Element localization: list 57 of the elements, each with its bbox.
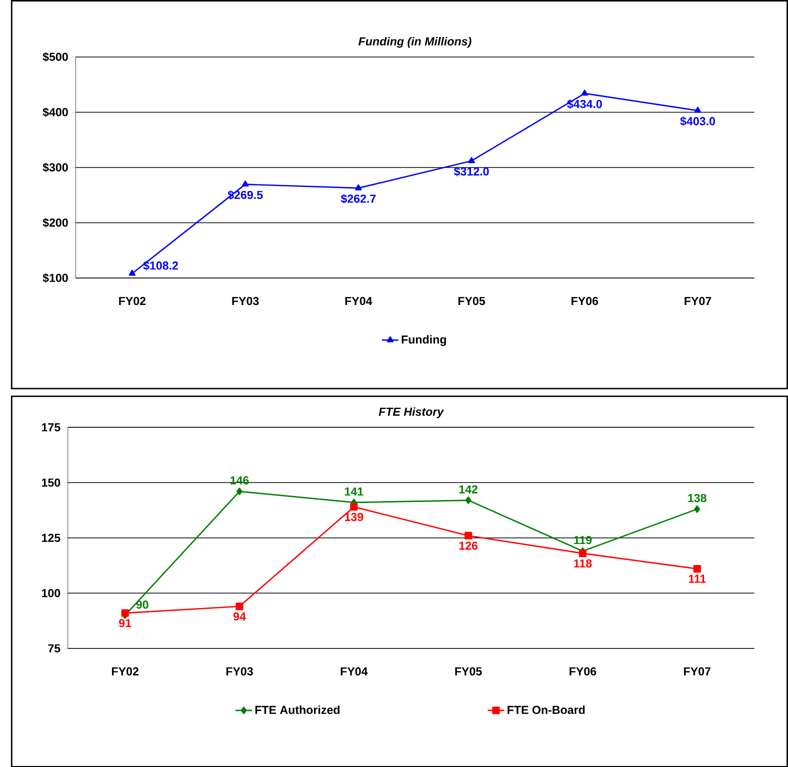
- x-tick-label: FY06: [572, 296, 598, 305]
- data-label: 142: [459, 485, 478, 494]
- y-tick-label: $500: [42, 52, 68, 62]
- point: [242, 180, 249, 186]
- x-tick-label: FY05: [455, 667, 482, 676]
- point: [464, 532, 472, 540]
- point: [693, 564, 701, 572]
- data-label: 91: [119, 618, 132, 628]
- x-tick-label: FY02: [112, 667, 138, 676]
- x-tick-label: FY05: [458, 296, 486, 305]
- data-label: $434.0: [567, 99, 602, 109]
- data-label: 139: [344, 512, 364, 521]
- point: [694, 106, 702, 113]
- point: [468, 156, 475, 163]
- chart-title: Funding (in Millions): [358, 36, 472, 48]
- x-tick-label: FY03: [226, 667, 253, 676]
- data-label: $403.0: [680, 116, 716, 126]
- data-label: 94: [233, 612, 246, 620]
- y-tick-label: 75: [48, 644, 60, 652]
- chart-title: FTE History: [378, 407, 444, 418]
- y-tick-label: $200: [42, 218, 68, 228]
- x-tick-label: FY04: [340, 667, 368, 676]
- point: [350, 502, 358, 510]
- data-label: $312.0: [454, 166, 489, 176]
- point: [236, 602, 244, 610]
- x-tick-label: FY04: [345, 296, 372, 305]
- data-label: 146: [230, 476, 249, 484]
- data-label: $262.7: [340, 194, 376, 204]
- y-tick-label: 125: [42, 534, 60, 542]
- point: [236, 487, 242, 496]
- y-tick-label: $300: [42, 162, 68, 172]
- data-label: 119: [574, 536, 592, 544]
- data-label: 126: [459, 541, 478, 550]
- x-tick-label: FY03: [232, 296, 259, 305]
- point: [694, 505, 700, 513]
- data-label: 118: [574, 559, 592, 568]
- point: [465, 496, 472, 504]
- x-tick-label: FY06: [570, 667, 596, 676]
- y-tick-label: $400: [42, 107, 68, 117]
- data-label: 90: [136, 600, 148, 609]
- legend-label: FTE Authorized: [255, 705, 340, 714]
- point: [355, 184, 362, 190]
- y-tick-label: $100: [42, 273, 68, 283]
- legend-label: FTE On-Board: [508, 705, 585, 714]
- x-tick-label: FY07: [684, 296, 712, 305]
- data-label: 111: [688, 574, 706, 583]
- legend-label: Funding: [402, 334, 446, 346]
- x-tick-label: FY07: [684, 667, 710, 676]
- y-tick-label: 100: [42, 588, 60, 598]
- data-label: 141: [344, 487, 364, 496]
- point: [128, 270, 136, 276]
- point: [581, 89, 588, 96]
- x-tick-label: FY02: [119, 296, 146, 305]
- data-label: $108.2: [143, 260, 178, 270]
- data-label: 138: [688, 494, 706, 502]
- y-tick-label: 175: [42, 423, 60, 432]
- y-tick-label: 150: [42, 478, 60, 486]
